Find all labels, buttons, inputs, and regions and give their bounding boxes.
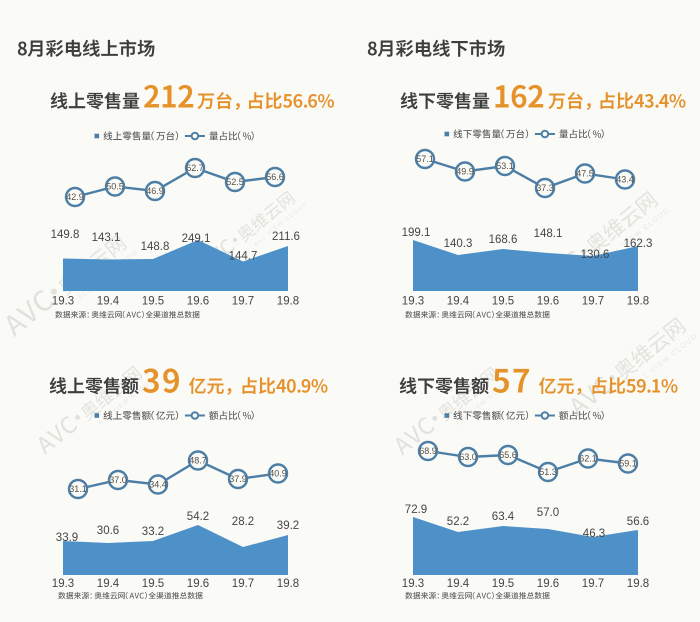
svg-text:149.8: 149.8 — [51, 229, 80, 241]
svg-text:19.7: 19.7 — [232, 578, 254, 590]
svg-text:199.1: 199.1 — [402, 227, 431, 239]
svg-text:39.2: 39.2 — [277, 520, 299, 532]
svg-text:144.7: 144.7 — [229, 251, 258, 263]
svg-text:52.2: 52.2 — [447, 516, 469, 528]
svg-text:52.5: 52.5 — [226, 177, 244, 187]
svg-text:63.4: 63.4 — [492, 511, 515, 523]
svg-text:148.1: 148.1 — [534, 228, 563, 240]
svg-text:54.2: 54.2 — [187, 511, 209, 523]
svg-text:19.8: 19.8 — [277, 578, 299, 590]
svg-text:37.3: 37.3 — [536, 183, 554, 193]
svg-text:19.6: 19.6 — [537, 296, 559, 308]
svg-text:46.9: 46.9 — [146, 186, 164, 196]
svg-text:48.7: 48.7 — [189, 455, 207, 465]
svg-text:31.1: 31.1 — [69, 484, 87, 494]
svg-text:19.4: 19.4 — [97, 296, 120, 308]
svg-text:56.6: 56.6 — [627, 516, 649, 528]
svg-text:57.1: 57.1 — [416, 154, 434, 164]
svg-text:19.6: 19.6 — [537, 578, 559, 590]
svg-text:63.0: 63.0 — [459, 452, 477, 462]
svg-text:143.1: 143.1 — [92, 232, 121, 244]
svg-text:47.5: 47.5 — [576, 168, 594, 178]
svg-text:19.3: 19.3 — [402, 578, 424, 590]
svg-text:57.0: 57.0 — [537, 507, 559, 519]
svg-text:40.9: 40.9 — [269, 468, 287, 478]
svg-text:62.7: 62.7 — [186, 163, 204, 173]
svg-text:19.3: 19.3 — [402, 296, 424, 308]
svg-text:33.9: 33.9 — [56, 532, 78, 544]
svg-text:19.8: 19.8 — [627, 296, 649, 308]
svg-text:28.2: 28.2 — [232, 516, 254, 528]
svg-text:19.7: 19.7 — [582, 296, 604, 308]
svg-text:49.9: 49.9 — [456, 166, 474, 176]
svg-text:249.1: 249.1 — [182, 233, 211, 245]
svg-text:ALL VIEW CLOUD: ALL VIEW CLOUD — [634, 333, 699, 388]
svg-text:33.2: 33.2 — [142, 526, 164, 538]
svg-text:34.4: 34.4 — [149, 479, 167, 489]
svg-text:19.4: 19.4 — [447, 578, 470, 590]
svg-text:19.5: 19.5 — [142, 296, 164, 308]
svg-text:19.8: 19.8 — [277, 296, 299, 308]
svg-text:19.3: 19.3 — [52, 578, 74, 590]
svg-text:19.3: 19.3 — [52, 296, 74, 308]
svg-text:19.6: 19.6 — [187, 578, 209, 590]
svg-text:19.4: 19.4 — [447, 296, 470, 308]
svg-text:19.6: 19.6 — [187, 296, 209, 308]
svg-text:42.9: 42.9 — [66, 192, 84, 202]
svg-text:148.8: 148.8 — [141, 241, 170, 253]
svg-text:30.6: 30.6 — [97, 525, 119, 537]
svg-text:19.5: 19.5 — [492, 296, 514, 308]
svg-text:162.3: 162.3 — [624, 238, 653, 250]
svg-text:46.3: 46.3 — [583, 528, 605, 540]
svg-text:59.1: 59.1 — [619, 458, 637, 468]
svg-text:19.8: 19.8 — [627, 578, 649, 590]
svg-text:140.3: 140.3 — [444, 238, 473, 250]
svg-text:62.1: 62.1 — [579, 453, 597, 463]
svg-text:51.3: 51.3 — [539, 467, 557, 477]
svg-text:37.0: 37.0 — [109, 475, 127, 485]
svg-text:19.5: 19.5 — [492, 578, 514, 590]
svg-text:37.9: 37.9 — [229, 474, 247, 484]
svg-text:50.5: 50.5 — [106, 181, 124, 191]
svg-text:53.1: 53.1 — [496, 161, 514, 171]
svg-text:19.5: 19.5 — [142, 578, 164, 590]
svg-text:68.9: 68.9 — [419, 446, 437, 456]
svg-text:168.6: 168.6 — [489, 234, 518, 246]
svg-text:211.6: 211.6 — [272, 231, 300, 243]
svg-text:19.7: 19.7 — [582, 578, 604, 590]
svg-text:65.6: 65.6 — [499, 450, 517, 460]
svg-text:19.4: 19.4 — [97, 578, 120, 590]
svg-text:130.6: 130.6 — [581, 249, 610, 261]
svg-text:43.4: 43.4 — [616, 174, 634, 184]
svg-text:56.6: 56.6 — [266, 172, 284, 182]
svg-text:19.7: 19.7 — [232, 296, 254, 308]
svg-text:72.9: 72.9 — [405, 504, 427, 516]
